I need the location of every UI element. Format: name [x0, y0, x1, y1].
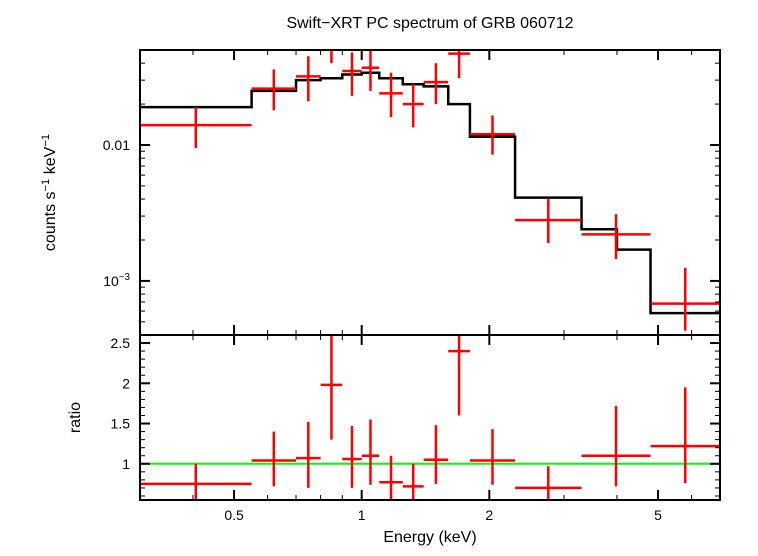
spectrum-chart: 0.5 1 2 5 10−3 0.01 1 1.5 2 2.5 Swift−XRT PC spect… — [0, 0, 758, 556]
y-axis-label-bottom: ratio — [67, 402, 84, 433]
y-tick-label-bottom: 2 — [122, 375, 130, 391]
y-tick-label-top: 10−3 — [103, 272, 130, 289]
chart-container: 0.5 1 2 5 10−3 0.01 1 1.5 2 2.5 Swift−XRT PC spect… — [0, 0, 758, 556]
chart-title: Swift−XRT PC spectrum of GRB 060712 — [286, 15, 573, 32]
y-tick-label-top: 0.01 — [103, 137, 130, 153]
x-tick-label: 1 — [358, 507, 366, 523]
bottom-panel-frame — [140, 335, 720, 500]
y-axis-label-top: counts s−1 keV−1 — [40, 134, 59, 251]
y-tick-label-bottom: 1 — [122, 456, 130, 472]
x-axis-label: Energy (keV) — [383, 529, 476, 546]
y-tick-label-bottom: 1.5 — [111, 416, 131, 432]
y-tick-label-bottom: 2.5 — [111, 335, 131, 351]
x-tick-label: 0.5 — [224, 507, 244, 523]
model-step-line — [140, 73, 720, 313]
top-data-group — [140, 19, 720, 331]
x-tick-label: 5 — [654, 507, 662, 523]
top-panel-frame — [140, 50, 720, 335]
x-tick-label: 2 — [485, 507, 493, 523]
